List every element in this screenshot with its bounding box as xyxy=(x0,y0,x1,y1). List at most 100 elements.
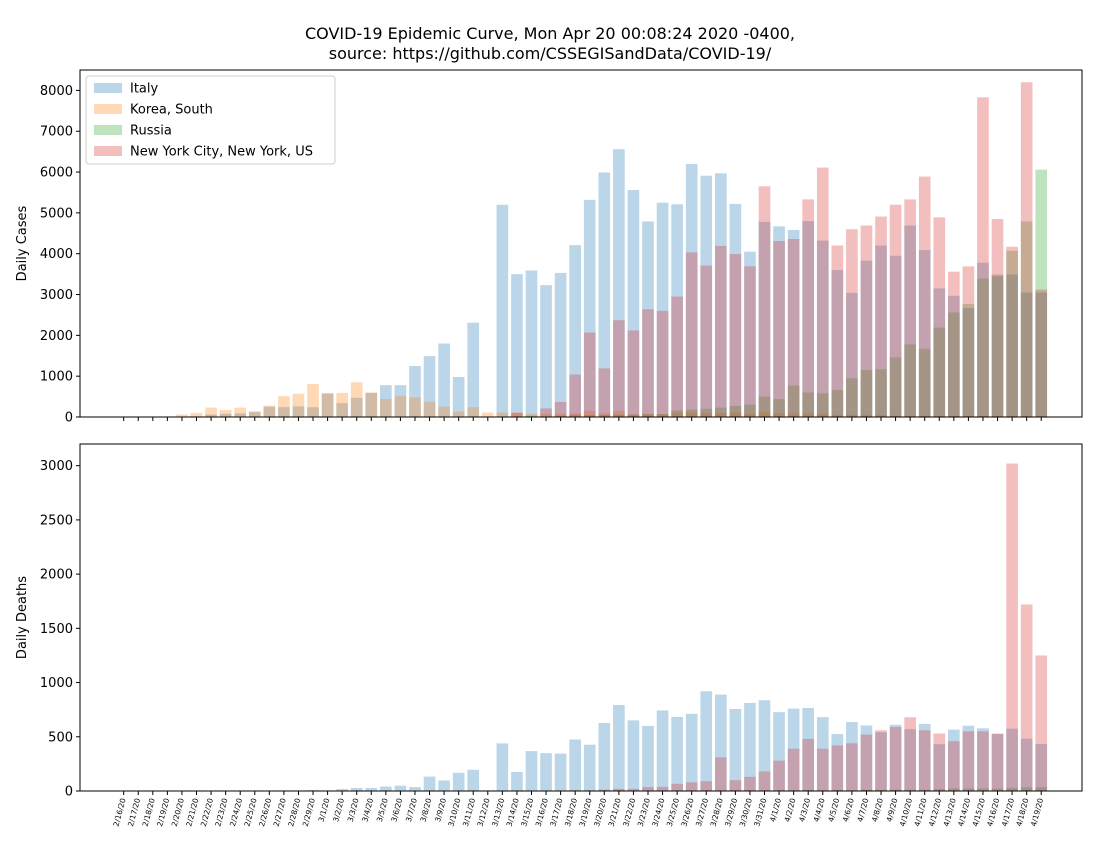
series-russia xyxy=(671,787,1048,791)
bar-italy-61 xyxy=(1006,728,1018,791)
x-tick-label: 3/13/20 xyxy=(490,797,506,827)
x-tick-label: 2/23/20 xyxy=(213,797,229,827)
bar-italy-59 xyxy=(977,728,989,791)
bar-russia-36 xyxy=(642,414,654,417)
bar-italy-56 xyxy=(933,288,946,417)
bar-new-york-city-new-york-us-43 xyxy=(744,776,756,791)
x-tick-label: 2/18/20 xyxy=(141,797,157,827)
x-tick-label: 2/17/20 xyxy=(126,797,142,827)
bar-russia-62 xyxy=(1020,221,1033,417)
x-tick-label: 3/15/20 xyxy=(519,797,535,827)
y-tick-label: 7000 xyxy=(40,125,73,140)
bar-italy-15 xyxy=(336,403,348,417)
x-tick-label: 4/5/20 xyxy=(826,797,841,823)
x-tick-label: 4/1/20 xyxy=(768,797,783,823)
bar-italy-13 xyxy=(307,407,319,417)
bar-italy-8 xyxy=(234,413,247,417)
x-tick-label: 2/27/20 xyxy=(272,797,288,827)
bar-russia-62 xyxy=(1020,787,1033,791)
bar-korea-south-40 xyxy=(700,413,713,417)
x-tick-label: 3/22/20 xyxy=(621,797,637,827)
bar-italy-19 xyxy=(394,385,407,417)
bar-italy-45 xyxy=(773,712,785,791)
cases-axes-frame xyxy=(79,69,1083,418)
cases-y-axis: 0 1000 2000 3000 4000 5000 6000 7000 8000 xyxy=(40,84,80,426)
bar-italy-53 xyxy=(889,255,902,417)
bar-italy-39 xyxy=(685,163,698,417)
bar-italy-47 xyxy=(802,221,815,417)
bar-new-york-city-new-york-us-59 xyxy=(977,731,989,791)
bar-korea-south-48 xyxy=(816,413,829,417)
bar-italy-32 xyxy=(583,199,596,417)
chart-title: COVID-19 Epidemic Curve, Mon Apr 20 00:0… xyxy=(0,24,1100,64)
bar-italy-46 xyxy=(787,708,800,791)
bar-russia-53 xyxy=(889,357,902,417)
bar-new-york-city-new-york-us-60 xyxy=(991,219,1004,417)
x-tick-label: 4/2/20 xyxy=(783,797,798,823)
x-tick-label: 3/8/20 xyxy=(419,797,434,823)
bar-new-york-city-new-york-us-39 xyxy=(685,782,698,791)
bar-italy-42 xyxy=(729,709,742,791)
bar-new-york-city-new-york-us-62 xyxy=(1020,604,1033,791)
bar-new-york-city-new-york-us-55 xyxy=(918,730,931,791)
x-tick-label: 3/5/20 xyxy=(375,797,390,823)
chart-title-line-2: source: https://github.com/CSSEGISandDat… xyxy=(328,44,772,63)
x-tick-label: 3/11/20 xyxy=(461,797,477,827)
bar-russia-52 xyxy=(875,369,887,417)
bar-russia-58 xyxy=(962,303,975,417)
x-tick-label: 3/23/20 xyxy=(636,797,652,827)
bar-italy-20 xyxy=(409,365,421,417)
x-tick-label: 2/19/20 xyxy=(155,797,171,827)
bar-korea-south-35 xyxy=(627,414,640,417)
bar-korea-south-59 xyxy=(977,415,989,417)
x-tick-label: 4/14/20 xyxy=(956,797,972,827)
bar-new-york-city-new-york-us-30 xyxy=(554,401,567,417)
bar-korea-south-33 xyxy=(598,413,611,417)
bar-korea-south-55 xyxy=(918,415,931,417)
cases-x-axis xyxy=(123,417,1042,421)
bar-italy-21 xyxy=(423,776,436,791)
bar-new-york-city-new-york-us-46 xyxy=(787,239,800,417)
bar-russia-57 xyxy=(948,312,960,417)
bar-new-york-city-new-york-us-59 xyxy=(977,97,989,417)
bar-italy-63 xyxy=(1035,744,1048,791)
bar-new-york-city-new-york-us-53 xyxy=(889,727,902,791)
bar-italy-10 xyxy=(263,406,276,417)
legend-label: Russia xyxy=(130,124,172,139)
x-tick-label: 3/14/20 xyxy=(505,797,521,827)
bar-russia-53 xyxy=(889,789,902,791)
bar-italy-50 xyxy=(846,722,858,791)
bar-korea-south-18 xyxy=(380,399,392,417)
x-tick-label: 3/10/20 xyxy=(446,797,462,827)
bar-russia-37 xyxy=(656,414,669,417)
bar-italy-59 xyxy=(977,262,989,417)
bar-korea-south-15 xyxy=(336,392,348,417)
bar-italy-30 xyxy=(554,753,567,791)
bar-russia-41 xyxy=(714,407,727,417)
bar-italy-55 xyxy=(918,723,931,791)
bar-italy-32 xyxy=(583,744,596,791)
bar-italy-24 xyxy=(467,322,480,417)
bar-korea-south-27 xyxy=(511,412,523,417)
legend-swatch xyxy=(94,146,122,156)
x-tick-label: 4/13/20 xyxy=(942,797,958,827)
bar-korea-south-19 xyxy=(394,395,407,417)
chart-title-line-1: COVID-19 Epidemic Curve, Mon Apr 20 00:0… xyxy=(304,24,796,43)
bar-new-york-city-new-york-us-44 xyxy=(758,771,771,791)
bar-korea-south-8 xyxy=(234,407,247,417)
daily-cases-panel: 0 1000 2000 3000 4000 5000 6000 7000 8000 Daily C… xyxy=(15,69,1083,426)
bar-italy-19 xyxy=(394,785,407,791)
bar-new-york-city-new-york-us-41 xyxy=(714,245,727,417)
bar-new-york-city-new-york-us-33 xyxy=(598,789,611,791)
bar-new-york-city-new-york-us-42 xyxy=(729,254,742,417)
bar-italy-44 xyxy=(758,221,771,417)
bar-italy-30 xyxy=(554,272,567,417)
bar-italy-44 xyxy=(758,700,771,791)
bar-new-york-city-new-york-us-51 xyxy=(860,225,873,417)
bar-italy-37 xyxy=(656,202,669,417)
x-tick-label: 2/26/20 xyxy=(257,797,273,827)
bar-new-york-city-new-york-us-57 xyxy=(948,741,960,791)
legend-swatch xyxy=(94,125,122,135)
bar-italy-33 xyxy=(598,172,611,417)
